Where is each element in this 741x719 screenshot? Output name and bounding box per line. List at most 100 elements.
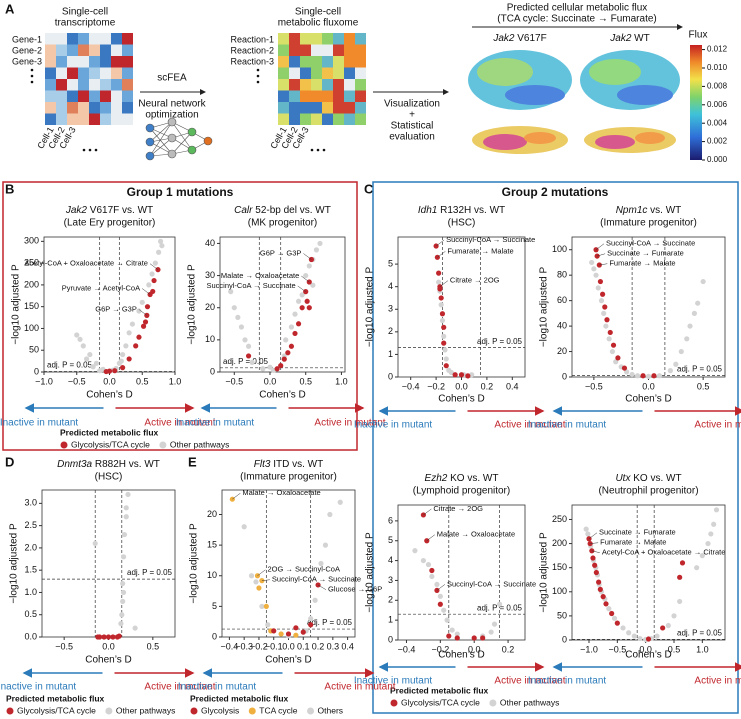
data-point [604, 317, 610, 323]
y-tick-label: 100 [24, 323, 39, 333]
y-tick-label: 3.0 [24, 498, 37, 508]
heatmap-cell [78, 90, 89, 102]
data-point [437, 286, 443, 292]
arrow-label: Inactive in mutant [176, 418, 255, 429]
data-point [631, 633, 637, 639]
x-tick-label: 0.0 [642, 381, 655, 391]
data-point [441, 340, 447, 346]
x-tick-label: −0.2 [250, 641, 268, 651]
heatmap-cell [278, 67, 289, 79]
point-label: Acetyl-CoA + Oxaloacetate → Citrate [602, 548, 726, 557]
data-point [667, 368, 673, 374]
heatmap-cell [355, 44, 366, 56]
x-tick-label: −0.5 [225, 376, 243, 386]
arrow-label: Active in mutant [144, 418, 215, 429]
y-tick-label: 4 [388, 281, 393, 291]
data-point [129, 321, 136, 327]
heatmap-cell [89, 102, 100, 114]
data-point [123, 505, 129, 511]
x-tick-label: 0.4 [341, 641, 354, 651]
data-point [606, 606, 612, 612]
y-tick-label: 3 [388, 575, 393, 585]
legend-label: Glycolysis/TCA cycle [17, 705, 96, 715]
data-point [454, 635, 460, 641]
point-label: Succinyl-CoA → Succinate [606, 239, 695, 248]
heatmap-cell [355, 113, 366, 125]
heatmap-cell [56, 56, 67, 68]
legend-title: Predicted metabolic flux [390, 685, 489, 695]
chart-subtitle: (Late Ery progenitor) [64, 218, 156, 229]
leader-line [588, 532, 598, 539]
data-point [103, 368, 109, 375]
data-point [285, 350, 291, 356]
data-point [442, 347, 448, 353]
threshold-label: adj. P = 0.05 [677, 628, 723, 637]
data-point [300, 629, 306, 635]
y-tick-label: 150 [552, 562, 567, 572]
y-tick-label: 2.0 [24, 542, 37, 552]
y-tick-label: 30 [205, 270, 215, 280]
legend-title: Predicted metabolic flux [60, 427, 159, 437]
leader-line [435, 239, 445, 247]
data-point [292, 330, 298, 337]
ellipsis [30, 68, 326, 152]
x-tick-label: 0.0 [639, 644, 652, 654]
x-tick-label: 0.2 [312, 641, 325, 651]
data-point [92, 540, 98, 547]
data-point [293, 625, 299, 631]
data-point [614, 620, 620, 626]
y-tick-label: 1.5 [24, 565, 37, 575]
data-point [144, 304, 151, 310]
legend-label: TCA cycle [259, 705, 298, 715]
leader-line [423, 508, 432, 516]
data-point [142, 319, 149, 325]
data-point [235, 314, 241, 320]
x-axis-label: Cohen’s D [265, 655, 312, 666]
heatmap-cell [89, 33, 100, 45]
data-point [105, 634, 112, 640]
data-point [673, 361, 679, 367]
arrow-label: Active in mutant [324, 682, 395, 693]
heatmap-cell [56, 33, 67, 45]
data-point [656, 373, 663, 379]
y-tick-label: 50 [29, 345, 39, 355]
y-tick-label: 20 [557, 346, 567, 356]
data-point [112, 368, 118, 374]
data-point [640, 373, 646, 379]
threshold-label: adj. P = 0.05 [307, 618, 353, 627]
data-point [691, 310, 698, 316]
data-point [597, 586, 603, 592]
y-tick-label: 5 [212, 601, 217, 611]
heatmap-cell [322, 113, 333, 125]
chart-title: Flt3 ITD vs. WT [254, 459, 323, 470]
y-tick-label: 3 [388, 304, 393, 314]
x-tick-label: −1.0 [580, 644, 598, 654]
point-label: Citrate → 2OG [433, 504, 483, 513]
leader-line [257, 569, 266, 576]
heatmap-cell [100, 102, 111, 114]
heatmap-cell [322, 33, 333, 45]
x-tick-label: −0.2 [427, 381, 445, 391]
x-tick-label: 0.0 [455, 381, 468, 391]
heatmap-cell [278, 102, 289, 114]
row-label: Gene-1 [12, 34, 42, 44]
heatmap-cell [122, 113, 133, 125]
leader-line [590, 542, 599, 544]
data-point [149, 271, 155, 277]
heatmap-cell [89, 56, 100, 68]
data-point [308, 622, 314, 628]
arrow-label: Inactive in mutant [528, 420, 607, 431]
x-tick-label: 1.0 [696, 644, 709, 654]
data-point [118, 621, 124, 627]
data-point [306, 305, 312, 311]
leader-line [301, 275, 310, 283]
data-point [437, 593, 443, 599]
x-tick-label: 0.4 [506, 381, 519, 391]
x-tick-label: 0.0 [468, 644, 481, 654]
heatmap-cell [311, 79, 322, 91]
heatmap-cell [311, 44, 322, 56]
heatmap-cell [45, 90, 56, 102]
title-rest: KO vs. WT [447, 473, 498, 484]
heatmap-cell [100, 67, 111, 79]
